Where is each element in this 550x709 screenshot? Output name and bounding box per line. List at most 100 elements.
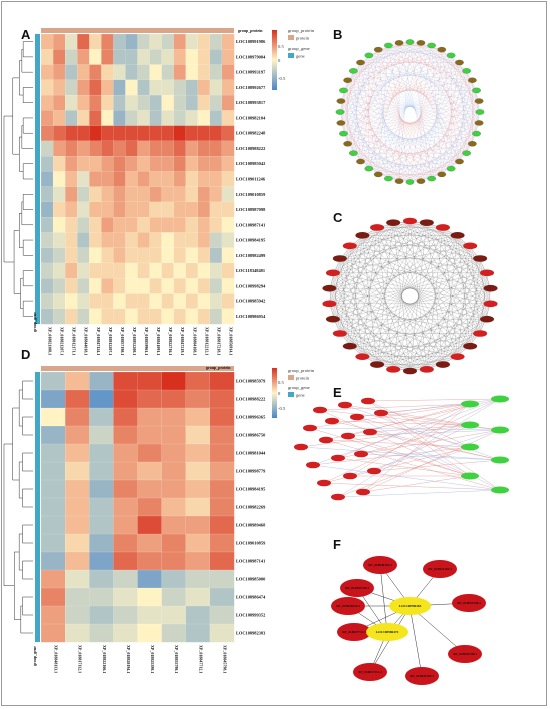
network-b-edge <box>353 70 452 169</box>
hmA-dendro-branch <box>19 213 24 248</box>
network-c-node <box>386 366 401 373</box>
network-c-edge <box>442 235 458 365</box>
network-c-edge <box>332 272 363 357</box>
network-c-edge <box>339 222 394 259</box>
network-b-node <box>455 59 464 66</box>
network-c-edge <box>362 272 488 357</box>
network-b-edge <box>451 80 473 169</box>
hmD-dendro-branch <box>18 533 23 571</box>
hmA-dendro-branch <box>22 194 33 210</box>
network-e-edge <box>380 403 471 414</box>
hmA-row-label: LOC108982499 <box>236 253 266 258</box>
network-b-edge <box>343 42 422 134</box>
network-e-edge <box>344 404 471 426</box>
network-b-node <box>356 59 365 66</box>
network-c-edge <box>409 319 488 372</box>
network-b-edge <box>347 49 442 144</box>
network-c-edge <box>393 222 471 347</box>
network-e-edge <box>373 424 471 472</box>
network-c-edge <box>332 319 411 372</box>
network-b-edge <box>343 49 379 134</box>
network-b-edge <box>360 45 389 63</box>
network-f-node-label: XP_018817112.1 <box>358 670 382 674</box>
network-c-edge <box>329 288 350 347</box>
network-e-edge <box>300 446 501 461</box>
network-e-protein-node <box>363 428 377 436</box>
network-b-edge <box>388 45 477 91</box>
network-c-edge <box>329 288 471 347</box>
network-b-edge <box>360 62 480 124</box>
network-e-edge <box>362 475 471 493</box>
network-c-edge <box>349 346 443 365</box>
network-b-edge <box>398 42 477 134</box>
network-c-edge <box>362 220 411 357</box>
hmA-row-label: LOC108985942 <box>236 299 265 304</box>
network-f-edge <box>379 564 388 633</box>
heatmap-d-row-dendrogram <box>3 380 33 634</box>
network-f-node-label: XP_018848194.1 <box>368 563 392 567</box>
network-c-edge <box>362 235 481 259</box>
network-b-node <box>416 40 426 46</box>
network-f-node <box>331 597 365 615</box>
network-c-edge <box>339 245 350 334</box>
hmA-col-label: XP_018812212.1 <box>204 327 209 355</box>
network-c-edge <box>393 272 488 370</box>
network-b-edge <box>339 41 411 113</box>
network-b-edge <box>340 49 379 102</box>
legend-d-protein-title: group_protein <box>288 368 315 373</box>
network-b-edge <box>343 133 422 182</box>
hmA-row-label: LOC108993197 <box>236 70 266 75</box>
network-b-node <box>364 52 374 59</box>
network-c-edge <box>426 227 444 370</box>
network-b-edge <box>388 143 473 179</box>
network-c-edge <box>376 227 491 304</box>
network-b-edge <box>431 100 480 179</box>
network-c-edge <box>409 220 481 334</box>
network-e-protein-node <box>303 424 317 432</box>
network-e-protein-node <box>325 417 339 425</box>
network-b-edge <box>399 42 442 50</box>
legend-d-mid: 0 <box>278 391 281 396</box>
network-b-edge <box>360 62 477 91</box>
hmD-row-label: LOC108982269 <box>236 505 266 510</box>
network-e-edge <box>325 439 501 491</box>
network-f-hub-2-label: LOC108986474 <box>376 630 399 634</box>
network-b-edge <box>347 100 480 144</box>
network-c-edge <box>426 245 471 370</box>
network-c-edge <box>329 303 363 357</box>
hmA-row-label: LOC109010859 <box>236 192 266 197</box>
network-e-protein-node <box>319 436 333 444</box>
hmA-row-label: LOC108982248 <box>236 131 266 136</box>
network-b-edge <box>368 55 467 71</box>
network-c-node <box>419 366 434 373</box>
network-e-edge <box>312 464 501 491</box>
network-e-protein-node <box>350 413 364 421</box>
network-b-edge <box>431 45 480 124</box>
hmA-col-label: XP_018821108.1 <box>48 327 53 355</box>
network-b-edge <box>441 90 477 175</box>
network-b-edge <box>360 161 452 169</box>
network-c-node <box>480 315 495 323</box>
panel-label-e: E <box>333 385 342 400</box>
network-c-node <box>403 367 417 375</box>
network-b-node <box>336 98 346 104</box>
network-b-node <box>468 141 477 147</box>
network-c-edge <box>457 303 491 357</box>
hmA-protein-strip <box>41 28 234 33</box>
hmD-row-label: LOC109010859 <box>236 541 266 546</box>
network-c-edge <box>376 227 427 370</box>
network-e-edge <box>309 403 471 429</box>
network-c-edge <box>329 303 394 370</box>
network-f-hub-1-label: LOC108996365 <box>399 604 422 608</box>
network-c-edge <box>409 220 471 246</box>
network-c-edge <box>332 245 471 273</box>
network-c-node <box>342 342 357 350</box>
network-c-node <box>483 300 498 308</box>
network-c-edge <box>457 235 491 289</box>
network-c-edge <box>409 258 481 372</box>
network-c-edge <box>332 272 340 334</box>
network-b-edge <box>378 62 460 175</box>
network-c-edge <box>393 356 458 370</box>
